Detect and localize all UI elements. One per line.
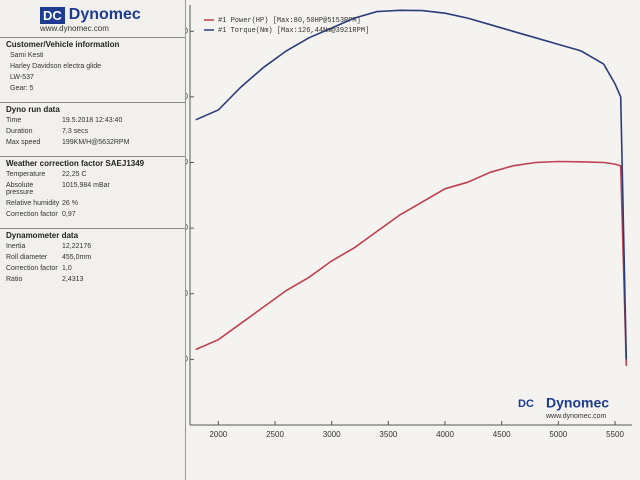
- y-tick-label: 80: [186, 158, 189, 167]
- x-tick-label: 2000: [209, 430, 227, 439]
- x-tick-label: 5500: [606, 430, 624, 439]
- logo-url: www.dynomec.com: [40, 24, 109, 33]
- info-value: 7,3 secs: [62, 128, 89, 135]
- logo-name: Dynomec: [546, 395, 609, 411]
- x-tick-label: 4500: [493, 430, 511, 439]
- info-label: Correction factor: [6, 211, 58, 218]
- y-tick-label: 60: [186, 223, 189, 232]
- info-line: Harley Davidson electra glide: [10, 63, 102, 70]
- chart: Dynomec DC www.dynomec.com 20 40 60 80 100 12…: [186, 0, 640, 480]
- info-line: LW-537: [10, 74, 34, 81]
- y-tick-label: 40: [186, 289, 189, 298]
- info-row: Relative humidity 26 %: [6, 200, 179, 207]
- section-title: Weather correction factor SAEJ1349: [6, 159, 145, 168]
- section: Weather correction factor SAEJ1349 Temper…: [0, 156, 185, 224]
- info-row: Inertia 12,22176: [6, 243, 179, 250]
- legend-label: #1 Torque(Nm) [Max:126,44Nm@3921RPM]: [218, 27, 369, 35]
- y-tick-label: 120: [186, 26, 189, 35]
- info-value: 455,0mm: [62, 254, 92, 261]
- info-label: Absolute pressure: [6, 182, 34, 196]
- info-row: Temperature 22,25 C: [6, 171, 179, 178]
- section: Dynamometer data Inertia 12,22176 Roll diam…: [0, 228, 185, 289]
- chart-bg: [186, 0, 640, 480]
- info-value: 19.5.2018 12:43:40: [62, 117, 123, 124]
- info-value: 199KM/H@5632RPM: [62, 139, 130, 146]
- info-label: Duration: [6, 128, 33, 135]
- info-label: Roll diameter: [6, 254, 48, 261]
- section: Customer/Vehicle information Sami Kesti Ha…: [0, 37, 185, 98]
- info-value: 22,25 C: [62, 171, 87, 178]
- info-value: 1015,984 mBar: [62, 182, 110, 189]
- line-series: [195, 160, 628, 366]
- info-line: Sami Kesti: [10, 52, 44, 59]
- info-value: 2,4313: [62, 276, 84, 283]
- info-label: Ratio: [6, 276, 23, 283]
- x-tick-label: 2500: [266, 430, 284, 439]
- logo: DC Dynomec: [0, 0, 185, 24]
- info-row: Correction factor 0,97: [6, 211, 179, 218]
- logo-mark: DC: [40, 6, 65, 24]
- x-tick-label: 3000: [323, 430, 341, 439]
- info-line: Gear: 5: [10, 85, 34, 92]
- info-value: 12,22176: [62, 243, 92, 250]
- sections: Customer/Vehicle information Sami Kesti Ha…: [0, 37, 185, 289]
- info-row: Time 19.5.2018 12:43:40: [6, 117, 179, 124]
- info-row: Correction factor 1,0: [6, 265, 179, 272]
- info-row: Roll diameter 455,0mm: [6, 254, 179, 261]
- x-tick-label: 3500: [379, 430, 397, 439]
- x-tick-label: 5000: [549, 430, 567, 439]
- info-value: 0,97: [62, 211, 76, 218]
- x-tick-label: 4000: [436, 430, 454, 439]
- legend-label: #1 Power(HP) [Max:80,50HP@5153RPM]: [218, 17, 361, 25]
- info-label: Inertia: [6, 243, 26, 250]
- section: Dyno run data Time 19.5.2018 12:43:40 Durat…: [0, 102, 185, 152]
- y-tick-label: 100: [186, 92, 189, 101]
- info-label: Relative humidity: [6, 200, 60, 207]
- info-panel: DC Dynomec www.dynomec.com Customer/Vehi…: [0, 0, 186, 480]
- section-title: Dyno run data: [6, 105, 60, 114]
- logo-url: www.dynomec.com: [545, 413, 606, 420]
- info-value: 1,0: [62, 265, 72, 272]
- line-series: [195, 9, 628, 360]
- info-row: Duration 7,3 secs: [6, 128, 179, 135]
- info-value: 26 %: [62, 200, 78, 207]
- info-label: Temperature: [6, 171, 46, 178]
- info-row: Absolute pressure 1015,984 mBar: [6, 182, 179, 196]
- y-tick-label: 20: [186, 354, 189, 363]
- info-label: Correction factor: [6, 265, 58, 272]
- info-label: Max speed: [6, 139, 41, 146]
- section-title: Dynamometer data: [6, 231, 79, 240]
- section-title: Customer/Vehicle information: [6, 40, 120, 49]
- info-row: Max speed 199KM/H@5632RPM: [6, 139, 179, 146]
- logo-name: Dynomec: [68, 6, 141, 23]
- logo-mark: DC: [518, 398, 534, 410]
- info-row: Ratio 2,4313: [6, 276, 179, 283]
- info-label: Time: [6, 117, 22, 124]
